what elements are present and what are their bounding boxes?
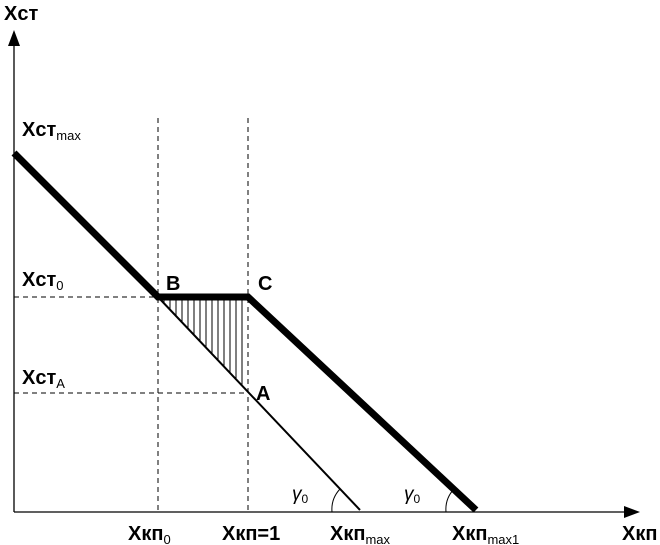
point-b-label: B (166, 273, 180, 295)
thin-line-b-to-xkpmax (157, 296, 361, 511)
y-tick-xct-max: Хстmax (22, 119, 81, 143)
point-c-label: C (258, 273, 272, 295)
x-axis-label: Хкп (622, 523, 657, 545)
x-tick-xkp-max: Хкпmax (330, 523, 390, 545)
angle-label-left: γ0 (292, 484, 309, 506)
y-tick-xct-0: Хст0 (22, 269, 64, 293)
x-tick-xkp-max1: Хкпmax1 (452, 523, 519, 545)
y-tick-xct-a: ХстA (22, 367, 65, 391)
angle-arc-right (445, 488, 455, 513)
x-axis-arrow (624, 506, 640, 518)
y-axis-label: Хст (4, 3, 38, 25)
angle-label-right: γ0 (404, 484, 421, 506)
x-tick-xkp-0: Хкп0 (128, 523, 171, 545)
y-axis-arrow (8, 30, 20, 46)
x-tick-xkp-1: Хкп=1 (222, 523, 280, 545)
guide-lines (14, 118, 249, 512)
axes (13, 40, 628, 513)
angle-arc-left (331, 488, 341, 513)
point-a-label: A (256, 383, 270, 405)
thick-boundary-line (11, 150, 479, 513)
hatched-region (163, 297, 243, 393)
